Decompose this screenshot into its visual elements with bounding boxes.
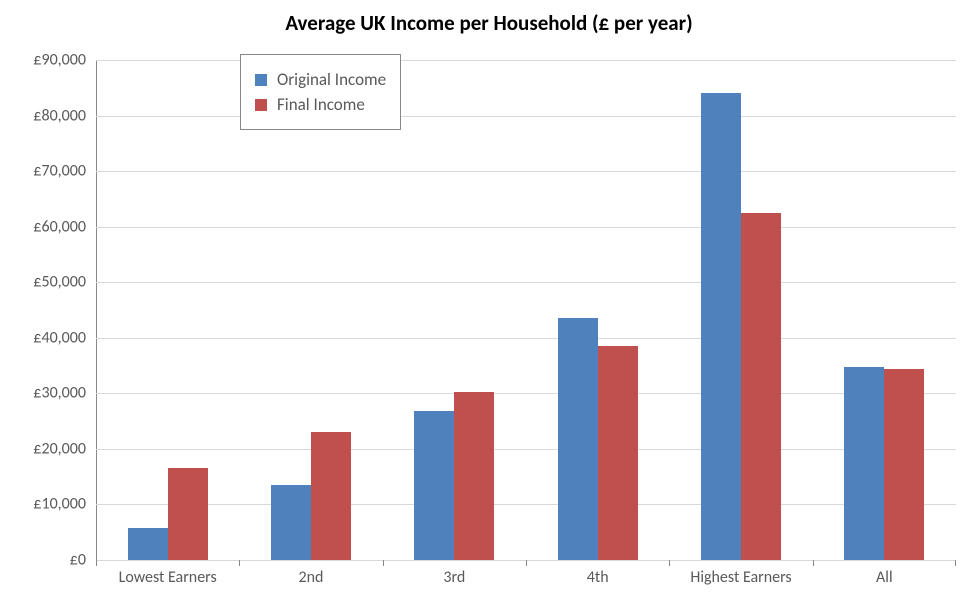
bar xyxy=(271,485,311,560)
bar xyxy=(454,392,494,560)
gridline xyxy=(96,60,956,61)
x-tick-label: All xyxy=(876,560,893,587)
x-tick xyxy=(526,560,527,566)
y-tick-label: £30,000 xyxy=(33,384,96,403)
x-tick-label: 3rd xyxy=(443,560,465,587)
bar xyxy=(168,468,208,560)
legend-swatch xyxy=(255,74,267,86)
legend-swatch xyxy=(255,99,267,111)
y-tick-label: £90,000 xyxy=(33,51,96,70)
bar xyxy=(884,369,924,560)
x-tick xyxy=(813,560,814,566)
x-tick xyxy=(239,560,240,566)
legend-label: Original Income xyxy=(277,69,386,90)
gridline xyxy=(96,393,956,394)
bar xyxy=(598,346,638,560)
y-tick-label: £80,000 xyxy=(33,106,96,125)
bar xyxy=(414,411,454,560)
gridline xyxy=(96,227,956,228)
x-tick xyxy=(383,560,384,566)
x-tick-label: 2nd xyxy=(299,560,324,587)
chart-title: Average UK Income per Household (£ per y… xyxy=(0,10,978,36)
x-tick xyxy=(96,560,97,566)
y-tick-label: £50,000 xyxy=(33,273,96,292)
x-tick xyxy=(669,560,670,566)
bar xyxy=(311,432,351,560)
legend-label: Final Income xyxy=(277,94,365,115)
bar xyxy=(558,318,598,560)
plot-area: £0£10,000£20,000£30,000£40,000£50,000£60… xyxy=(96,60,956,560)
y-axis-line xyxy=(96,60,97,560)
gridline xyxy=(96,504,956,505)
chart-container: Average UK Income per Household (£ per y… xyxy=(0,0,978,611)
gridline xyxy=(96,338,956,339)
y-tick-label: £60,000 xyxy=(33,217,96,236)
y-tick-label: £0 xyxy=(70,551,96,570)
gridline xyxy=(96,116,956,117)
bar xyxy=(128,528,168,560)
y-tick-label: £70,000 xyxy=(33,162,96,181)
legend-item: Original Income xyxy=(255,69,386,90)
y-tick-label: £10,000 xyxy=(33,495,96,514)
x-tick-label: 4th xyxy=(587,560,609,587)
bar xyxy=(701,93,741,560)
gridline xyxy=(96,282,956,283)
legend-item: Final Income xyxy=(255,94,386,115)
y-tick-label: £20,000 xyxy=(33,439,96,458)
x-tick-label: Highest Earners xyxy=(690,560,791,587)
y-tick-label: £40,000 xyxy=(33,328,96,347)
bar xyxy=(741,213,781,560)
x-tick xyxy=(955,560,956,566)
x-tick-label: Lowest Earners xyxy=(119,560,217,587)
legend: Original Income Final Income xyxy=(240,54,401,130)
bar xyxy=(844,367,884,560)
gridline xyxy=(96,171,956,172)
gridline xyxy=(96,449,956,450)
